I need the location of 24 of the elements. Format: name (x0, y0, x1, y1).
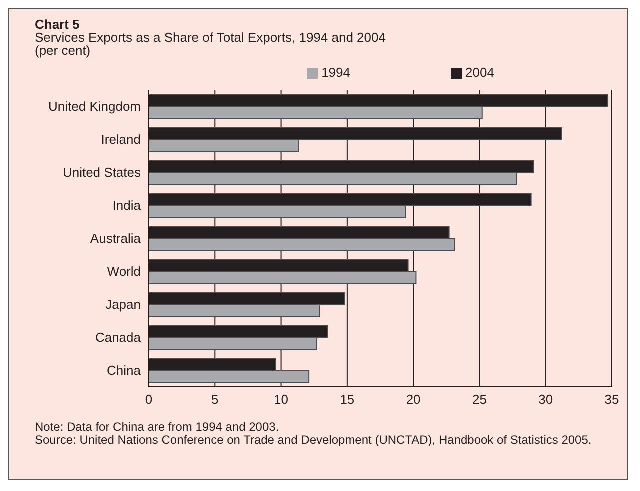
chart-subtitle: Services Exports as a Share of Total Exports, 1994 and 2004 (35, 30, 386, 45)
x-tick-label: 35 (604, 392, 620, 408)
y-tick-label: World (107, 264, 141, 280)
text: Note: Data for China are from 1994 and 2003. (35, 420, 280, 434)
y-tick-label: Canada (95, 330, 142, 346)
y-tick-label: Japan (106, 297, 141, 312)
legend-label: 1994 (322, 65, 350, 80)
x-tick-label: 5 (212, 392, 219, 408)
source-note: Source: United Nations Conference on Trade and Development (UNCTAD), Handbook of Statistics 2005. (35, 433, 593, 447)
chart-title: Chart 5 (35, 17, 81, 32)
x-tick-label: 25 (472, 392, 487, 408)
y-tick-label: Australia (90, 231, 142, 246)
y-tick-label: Ireland (101, 132, 141, 148)
x-tick-label: 30 (538, 392, 554, 408)
x-tick-label: 20 (406, 392, 421, 408)
x-tick-label: 0 (145, 392, 153, 408)
legend-label: 2004 (466, 65, 494, 80)
y-tick-label: United Kingdom (48, 99, 141, 114)
y-tick-label: China (107, 363, 142, 378)
y-axis-title: (per cent) (35, 43, 91, 58)
y-tick-label: United States (62, 165, 142, 180)
x-tick-label: 15 (340, 392, 355, 408)
x-tick-label: 10 (274, 392, 289, 408)
y-tick-label: India (112, 198, 142, 214)
